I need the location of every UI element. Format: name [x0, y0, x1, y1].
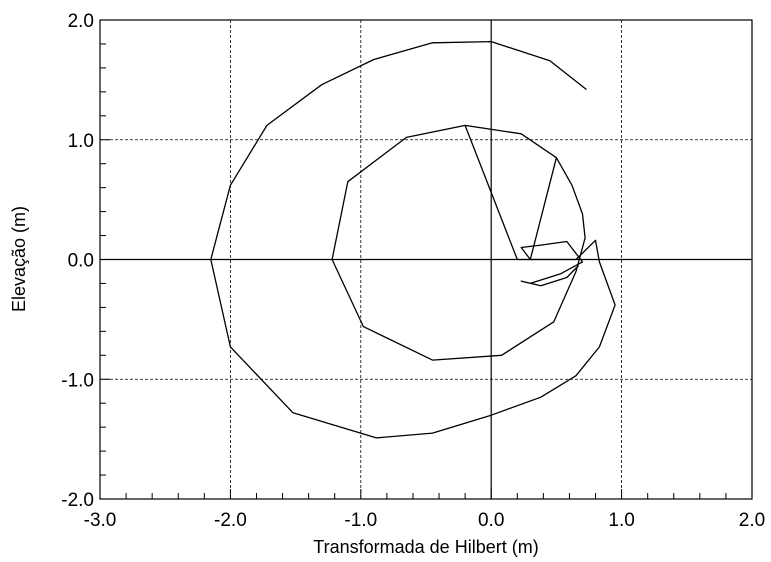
grid: [100, 20, 752, 499]
x-tick-label: -1.0: [344, 510, 377, 531]
x-tick-label: 2.0: [739, 510, 765, 531]
zero-lines: [100, 20, 752, 499]
y-tick-label: -2.0: [61, 490, 94, 511]
y-tick-label: -1.0: [61, 370, 94, 391]
series-group: [210, 40, 616, 439]
x-tick-labels: -3.0 -2.0 -1.0 0.0 1.0 2.0: [84, 510, 766, 531]
x-tick-label: -2.0: [214, 510, 247, 531]
y-tick-label: 0.0: [68, 251, 94, 272]
x-tick-label: 1.0: [608, 510, 634, 531]
y-tick-labels: -2.0 -1.0 0.0 1.0 2.0: [61, 11, 94, 511]
y-tick-label: 1.0: [68, 131, 94, 152]
y-axis-title: Elevação (m): [9, 206, 29, 312]
x-tick-label: 0.0: [478, 510, 504, 531]
x-axis-title: Transformada de Hilbert (m): [313, 537, 538, 557]
y-tick-label: 2.0: [68, 11, 94, 32]
series-line: [210, 40, 616, 439]
x-tick-label: -3.0: [84, 510, 117, 531]
minor-ticks: [99, 19, 753, 500]
